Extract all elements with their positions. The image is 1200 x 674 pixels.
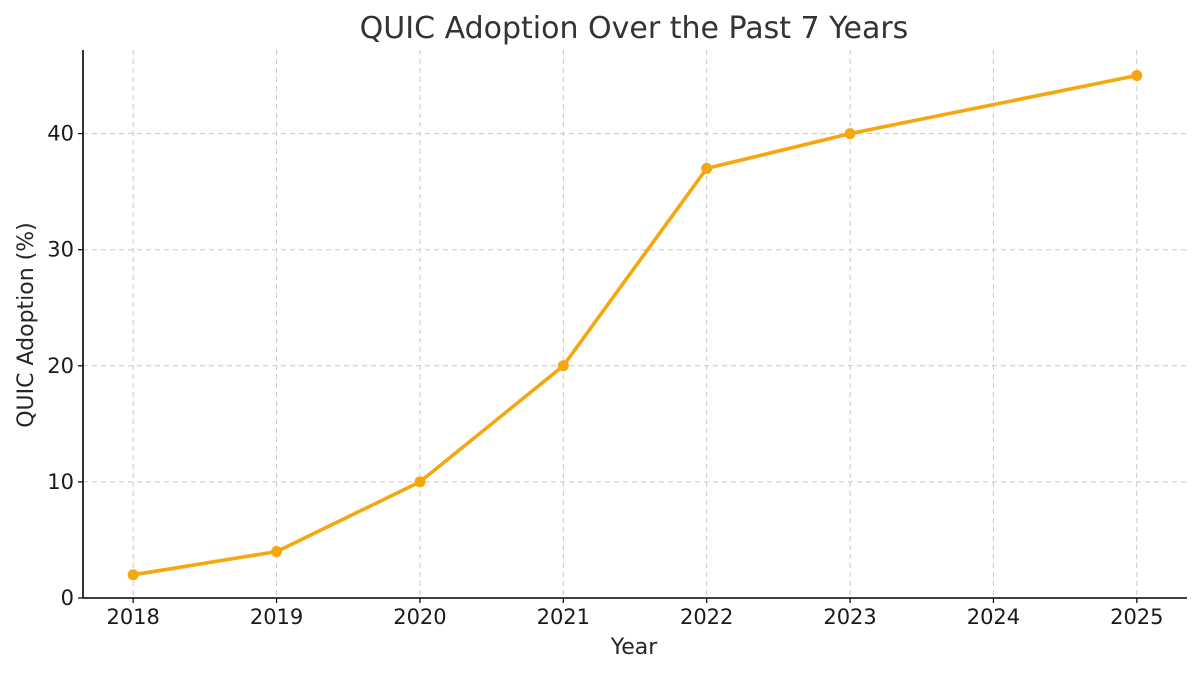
y-tick-label: 20 [47, 354, 74, 378]
x-tick-label: 2018 [106, 605, 159, 629]
x-tick-label: 2020 [393, 605, 446, 629]
data-point [701, 162, 713, 174]
data-point [557, 360, 569, 372]
x-tick-label: 2024 [967, 605, 1020, 629]
x-tick-label: 2022 [680, 605, 733, 629]
series-layer [127, 70, 1143, 581]
data-point [1131, 70, 1143, 82]
x-tick-label: 2021 [537, 605, 590, 629]
grid [83, 50, 1187, 599]
data-point [844, 128, 856, 140]
data-point [127, 569, 139, 581]
y-tick-label: 10 [47, 470, 74, 494]
chart-title: QUIC Adoption Over the Past 7 Years [360, 11, 909, 46]
x-tick-label: 2025 [1110, 605, 1163, 629]
y-tick-label: 0 [61, 586, 74, 610]
data-point [414, 476, 426, 488]
y-axis-label: QUIC Adoption (%) [14, 222, 39, 428]
x-tick-label: 2023 [823, 605, 876, 629]
y-tick-label: 40 [47, 122, 74, 146]
x-axis-label: Year [610, 635, 659, 660]
series-line [131, 73, 1139, 577]
y-axis-ticks: 0 10 20 30 40 [47, 122, 83, 610]
data-point [271, 546, 283, 558]
x-axis-ticks: 2018 2019 2020 2021 2022 2023 2024 2025 [106, 598, 1164, 629]
y-tick-label: 30 [47, 238, 74, 262]
x-tick-label: 2019 [250, 605, 303, 629]
